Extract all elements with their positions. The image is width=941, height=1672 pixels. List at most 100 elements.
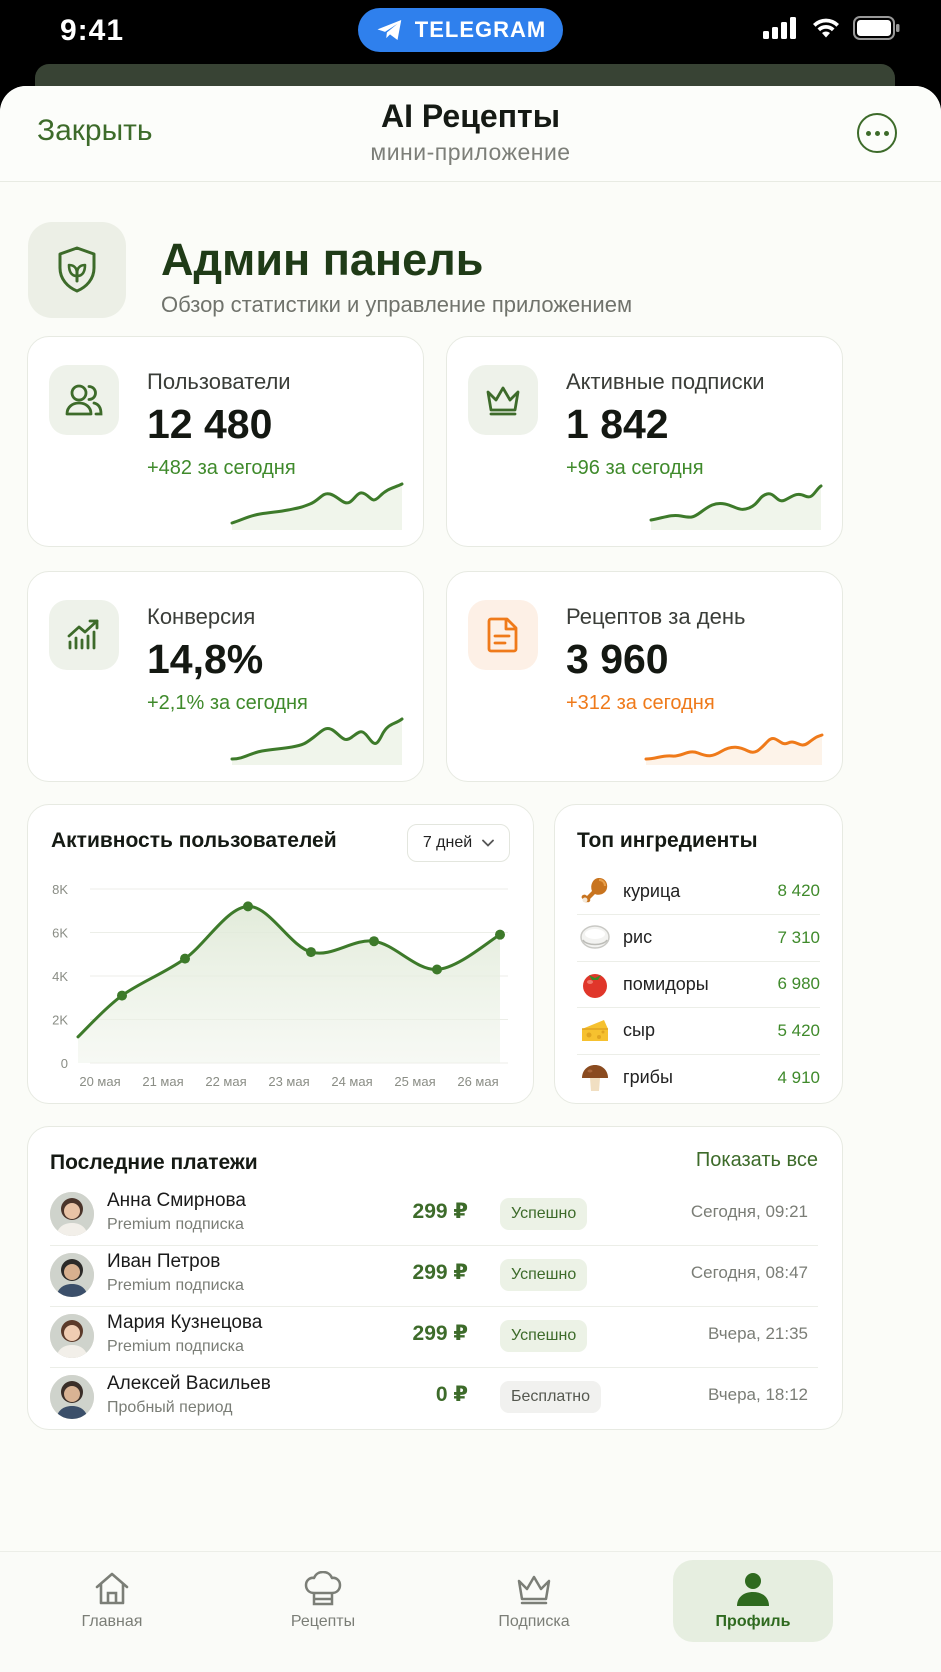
- dot-icon: [874, 130, 880, 136]
- stat-card-conversion[interactable]: Конверсия 14,8% +2,1% за сегодня: [27, 571, 424, 782]
- ingredient-row: грибы 4 910: [577, 1054, 820, 1101]
- y-tick-label: 4K: [52, 969, 68, 984]
- page-subtitle: Обзор статистики и управление приложение…: [161, 292, 633, 317]
- y-tick-label: 2K: [52, 1013, 68, 1028]
- ingredient-name: грибы: [623, 1067, 673, 1087]
- payment-date: Вчера, 18:12: [708, 1385, 808, 1404]
- y-tick-label: 6K: [52, 926, 68, 941]
- payment-row[interactable]: Алексей Васильев Пробный период 0 ₽ Бесплат…: [50, 1368, 818, 1429]
- status-bar: 9:41 TELEGRAM: [0, 0, 941, 64]
- stat-card-users[interactable]: Пользователи 12 480 +482 за сегодня: [27, 336, 424, 547]
- ingredient-row: рис 7 310: [577, 915, 820, 962]
- nav-item-home[interactable]: Главная: [32, 1560, 192, 1642]
- ingredients-title: Топ ингредиенты: [577, 829, 758, 852]
- bottom-nav: Главная Рецепты Подписка Профиль: [0, 1551, 941, 1672]
- telegram-label: TELEGRAM: [414, 17, 547, 42]
- dot-icon: [883, 130, 889, 136]
- more-options-button[interactable]: [857, 113, 897, 153]
- ingredient-name: рис: [623, 927, 653, 947]
- ingredient-count: 6 980: [777, 974, 820, 993]
- payment-row[interactable]: Мария Кузнецова Premium подписка 299 ₽ Успе…: [50, 1307, 818, 1368]
- nav-label: Главная: [81, 1613, 143, 1630]
- chart-area: [78, 906, 500, 1063]
- chef-hat-icon: [304, 1571, 342, 1606]
- page-title: Админ панель: [161, 234, 484, 285]
- avatar: [50, 1375, 94, 1419]
- close-button[interactable]: Закрыть: [37, 114, 153, 147]
- ingredient-count: 4 910: [777, 1067, 820, 1087]
- payment-row[interactable]: Анна Смирнова Premium подписка 299 ₽ Успешн…: [50, 1185, 818, 1246]
- stat-card-recipes[interactable]: Рецептов за день 3 960 +312 за сегодня: [446, 571, 843, 782]
- x-tick-label: 25 мая: [394, 1074, 435, 1089]
- crown-icon: [468, 365, 538, 435]
- status-badge: Успешно: [500, 1320, 588, 1352]
- battery-icon: [853, 16, 900, 40]
- home-icon: [95, 1572, 129, 1605]
- status-badge: Успешно: [500, 1259, 588, 1291]
- show-all-link[interactable]: Показать все: [695, 1149, 818, 1171]
- ingredient-count: 5 420: [777, 1020, 820, 1040]
- chart-point: [243, 901, 253, 912]
- x-tick-label: 20 мая: [79, 1074, 120, 1089]
- chart-point: [495, 929, 505, 940]
- range-label: 7 дней: [422, 834, 473, 851]
- chart-title: Активность пользователей: [51, 829, 337, 852]
- stat-delta: +312 за сегодня: [566, 692, 715, 714]
- app-subtitle: мини-приложение: [370, 139, 571, 165]
- nav-item-subscription[interactable]: Подписка: [454, 1560, 614, 1642]
- status-icons: [763, 16, 901, 40]
- signal-icon: [763, 17, 796, 39]
- sparkline: [649, 484, 823, 530]
- nav-item-recipes[interactable]: Рецепты: [243, 1560, 403, 1642]
- stat-delta: +482 за сегодня: [147, 457, 296, 479]
- page-header: Админ панель Обзор статистики и управлен…: [28, 222, 913, 322]
- top-ingredients-card: Топ ингредиенты курица 8 420 рис 7 310 помид…: [554, 804, 843, 1104]
- payer-plan: Premium подписка: [107, 1277, 244, 1294]
- stat-label: Конверсия: [147, 604, 256, 629]
- chart-point: [180, 953, 190, 964]
- rice-bowl-icon: [577, 920, 613, 956]
- app-title: AI Рецепты: [380, 98, 561, 134]
- payer-name: Мария Кузнецова: [107, 1312, 263, 1333]
- chart-point: [117, 990, 127, 1001]
- chart-line: [76, 904, 502, 1039]
- mushroom-icon: [577, 1060, 613, 1096]
- status-badge: Бесплатно: [500, 1381, 602, 1413]
- ingredient-row: помидоры 6 980: [577, 961, 820, 1008]
- nav-label: Рецепты: [290, 1613, 356, 1630]
- chart-up-icon: [49, 600, 119, 670]
- payment-date: Вчера, 21:35: [708, 1324, 808, 1343]
- x-tick-label: 21 мая: [142, 1074, 183, 1089]
- range-dropdown[interactable]: 7 дней: [407, 824, 510, 862]
- sparkline: [230, 717, 404, 765]
- nav-item-profile[interactable]: Профиль: [673, 1560, 833, 1642]
- cheese-icon: [577, 1013, 613, 1049]
- nav-label: Профиль: [715, 1613, 791, 1630]
- ingredient-row: сыр 5 420: [577, 1008, 820, 1055]
- stat-label: Активные подписки: [566, 369, 765, 394]
- x-tick-label: 22 мая: [205, 1074, 246, 1089]
- payer-plan: Premium подписка: [107, 1216, 244, 1233]
- avatar: [50, 1192, 94, 1236]
- payment-amount: 0 ₽: [435, 1383, 468, 1406]
- stat-value: 14,8%: [147, 636, 264, 682]
- payment-row[interactable]: Иван Петров Premium подписка 299 ₽ Успешно С…: [50, 1246, 818, 1307]
- ingredient-count: 7 310: [777, 927, 820, 947]
- payer-name: Алексей Васильев: [107, 1373, 271, 1394]
- chart-point: [369, 936, 379, 947]
- sparkline: [644, 733, 824, 765]
- payment-amount: 299 ₽: [412, 1322, 468, 1345]
- telegram-pill: TELEGRAM: [358, 8, 563, 52]
- mini-app-sheet: Закрыть AI Рецепты мини-приложение Админ…: [0, 86, 941, 1672]
- x-tick-label: 26 мая: [457, 1074, 498, 1089]
- tomato-icon: [577, 966, 613, 1002]
- app-topbar: Закрыть AI Рецепты мини-приложение: [0, 86, 941, 182]
- chevron-down-icon: [482, 839, 495, 847]
- users-icon: [49, 365, 119, 435]
- chart-point: [432, 964, 442, 975]
- avatar: [50, 1314, 94, 1358]
- payment-amount: 299 ₽: [412, 1261, 468, 1284]
- stat-card-subscriptions[interactable]: Активные подписки 1 842 +96 за сегодня: [446, 336, 843, 547]
- status-time: 9:41: [60, 14, 125, 47]
- crown-icon: [517, 1575, 551, 1605]
